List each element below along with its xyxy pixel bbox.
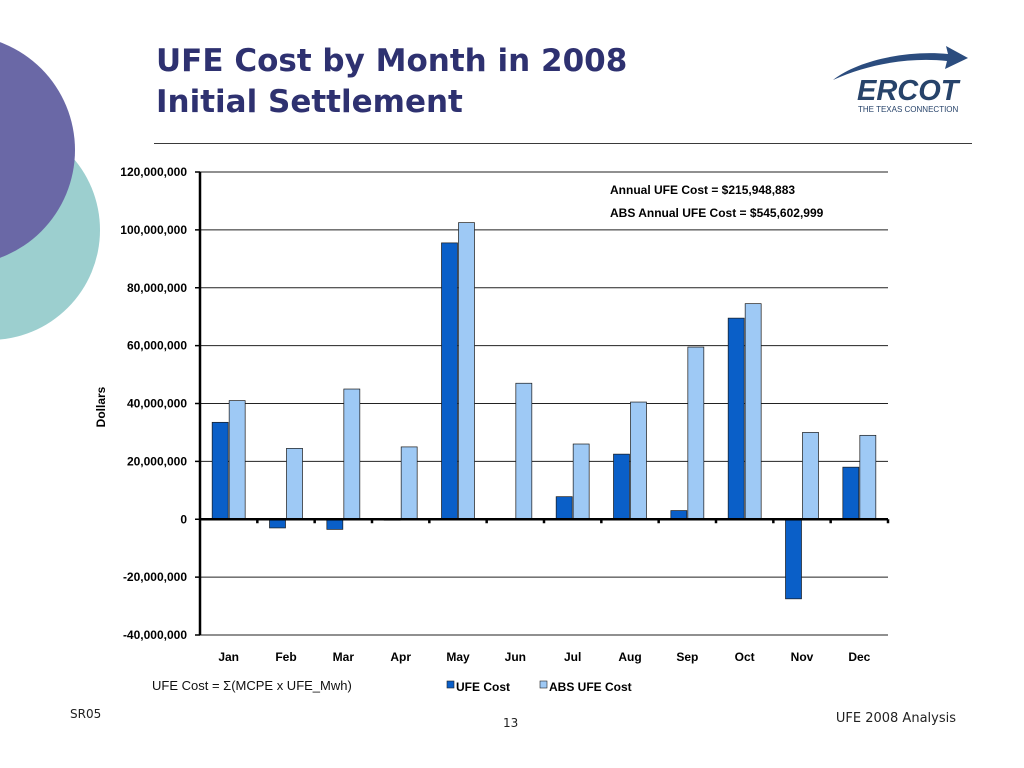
- bar-abs-ufe-cost-nov: [802, 432, 819, 520]
- ufe-cost-formula: UFE Cost = Σ(MCPE x UFE_Mwh): [152, 678, 352, 693]
- bar-abs-ufe-cost-jul: [572, 443, 590, 520]
- slide-title-line1: UFE Cost by Month in 2008: [156, 43, 628, 79]
- bar-abs-ufe-cost-may: [458, 222, 475, 520]
- legend-swatch-abs-ufe-cost: [539, 680, 548, 689]
- logo-tagline: THE TEXAS CONNECTION: [858, 105, 959, 114]
- bar-ufe-cost-nov: [785, 518, 802, 600]
- bar-abs-ufe-cost-jan: [228, 400, 246, 520]
- gridlines: [200, 171, 888, 636]
- x-tick-label: Nov: [791, 650, 814, 664]
- x-tick-labels: Jan Feb Mar Apr May Jun Jul Aug Sep Oct Nov Dec: [218, 650, 870, 664]
- x-tick-label: Sep: [676, 650, 698, 664]
- y-tick-label: 0: [180, 512, 187, 526]
- y-axis-label: Dollars: [94, 386, 108, 427]
- bar-ufe-cost-dec: [842, 466, 860, 520]
- legend-label-ufe-cost: UFE Cost: [456, 680, 510, 694]
- bar-abs-ufe-cost-oct: [744, 303, 762, 520]
- bar-ufe-cost-jan: [211, 421, 229, 520]
- logo-swoosh-icon: [833, 46, 968, 80]
- bar-ufe-cost-mar: [326, 518, 344, 530]
- x-tick-label: Aug: [618, 650, 641, 664]
- y-tick-label: 60,000,000: [127, 339, 187, 353]
- bar-abs-ufe-cost-dec: [859, 434, 877, 520]
- purple-circle: [0, 42, 75, 258]
- slide-code: SR05: [70, 707, 102, 721]
- bar-ufe-cost-may: [441, 242, 458, 520]
- bar-ufe-cost-feb: [269, 518, 286, 529]
- abs-annual-ufe-cost-annotation: ABS Annual UFE Cost = $545,602,999: [610, 206, 824, 220]
- bar-ufe-cost-aug: [613, 453, 630, 520]
- bar-abs-ufe-cost-sep: [687, 346, 705, 520]
- y-tick-label: 80,000,000: [127, 281, 187, 295]
- y-tick-label: 20,000,000: [127, 454, 187, 468]
- bar-ufe-cost-sep: [670, 510, 688, 520]
- annual-ufe-cost-annotation: Annual UFE Cost = $215,948,883: [610, 183, 795, 197]
- bar-ufe-cost-oct: [727, 317, 745, 520]
- x-tick-label: Apr: [390, 650, 411, 664]
- decorative-circles: [0, 42, 100, 340]
- x-tick-label: Mar: [333, 650, 355, 664]
- bar-abs-ufe-cost-aug: [630, 401, 647, 520]
- y-tick-labels: -40,000,000 -20,000,000 0 20,000,000 40,000,…: [120, 165, 200, 642]
- x-tick-label: Jul: [564, 650, 581, 664]
- bar-ufe-cost-jul: [555, 496, 573, 520]
- y-tick-label: 40,000,000: [127, 397, 187, 411]
- y-tick-label: -40,000,000: [123, 628, 187, 642]
- bar-abs-ufe-cost-feb: [286, 448, 303, 520]
- page-number: 13: [503, 716, 519, 730]
- footer-title: UFE 2008 Analysis: [835, 711, 956, 726]
- legend: UFE Cost ABS UFE Cost: [446, 680, 632, 694]
- y-tick-label: 120,000,000: [120, 165, 187, 179]
- logo-wordmark: ERCOT: [857, 75, 961, 107]
- slide-title-line2: Initial Settlement: [156, 84, 463, 120]
- bar-abs-ufe-cost-mar: [343, 388, 361, 520]
- x-tick-label: Oct: [735, 650, 755, 664]
- bar-abs-ufe-cost-jun: [515, 382, 533, 520]
- y-tick-label: -20,000,000: [123, 570, 187, 584]
- x-tick-label: May: [446, 650, 470, 664]
- x-tick-label: Jan: [218, 650, 239, 664]
- legend-label-abs-ufe-cost: ABS UFE Cost: [549, 680, 632, 694]
- y-tick-label: 100,000,000: [120, 223, 187, 237]
- legend-swatch-ufe-cost: [446, 680, 455, 689]
- x-tick-label: Feb: [275, 650, 296, 664]
- bars: [211, 222, 877, 600]
- x-tick-label: Dec: [848, 650, 870, 664]
- bar-abs-ufe-cost-apr: [400, 446, 418, 520]
- x-tick-label: Jun: [505, 650, 526, 664]
- title-divider: [154, 143, 972, 144]
- ercot-logo: ERCOT THE TEXAS CONNECTION: [833, 46, 968, 114]
